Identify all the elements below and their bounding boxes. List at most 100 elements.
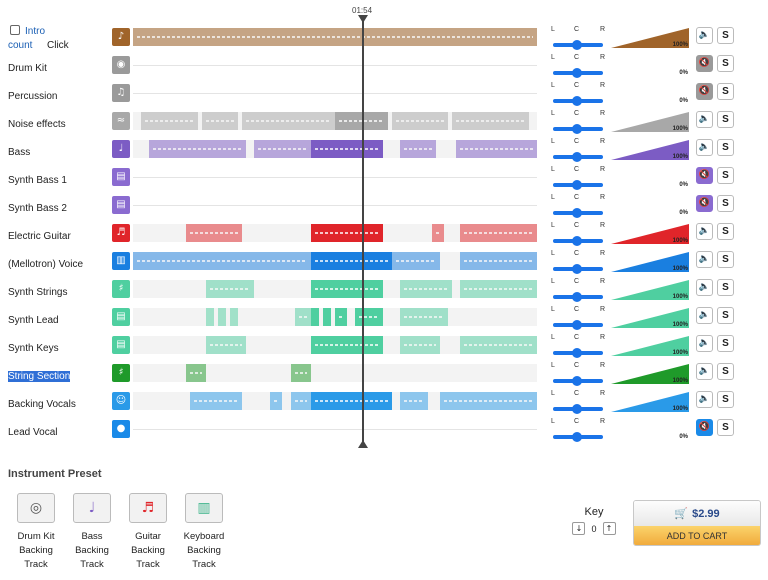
volume-control[interactable]: 100% bbox=[611, 308, 689, 328]
volume-control[interactable]: 100% bbox=[611, 364, 689, 384]
intro-count-checkbox[interactable] bbox=[10, 25, 20, 35]
pan-knob[interactable] bbox=[572, 68, 582, 78]
mute-button[interactable]: 🔈 bbox=[696, 363, 713, 380]
volume-control[interactable]: 100% bbox=[611, 224, 689, 244]
solo-button[interactable]: S bbox=[717, 55, 734, 72]
mute-button[interactable]: 🔈 bbox=[696, 111, 713, 128]
mute-button[interactable]: 🔇 bbox=[696, 55, 713, 72]
electric-guitar-icon[interactable]: ♬ bbox=[129, 493, 167, 523]
audio-region[interactable] bbox=[201, 112, 239, 130]
pan-knob[interactable] bbox=[572, 432, 582, 442]
track-lane[interactable] bbox=[133, 420, 537, 438]
audio-region[interactable] bbox=[322, 308, 331, 326]
audio-region[interactable] bbox=[149, 140, 247, 158]
solo-button[interactable]: S bbox=[717, 83, 734, 100]
track-lane[interactable] bbox=[133, 392, 537, 410]
audio-region[interactable] bbox=[270, 392, 283, 410]
volume-control[interactable]: 0% bbox=[611, 56, 689, 76]
volume-control[interactable]: 100% bbox=[611, 336, 689, 356]
volume-control[interactable]: 0% bbox=[611, 84, 689, 104]
audio-region[interactable] bbox=[460, 336, 537, 354]
pan-knob[interactable] bbox=[572, 376, 582, 386]
solo-button[interactable]: S bbox=[717, 307, 734, 324]
pan-knob[interactable] bbox=[572, 208, 582, 218]
audio-region[interactable] bbox=[254, 140, 311, 158]
audio-region[interactable] bbox=[399, 280, 453, 298]
track-lane[interactable] bbox=[133, 196, 537, 214]
audio-region[interactable] bbox=[399, 140, 436, 158]
track-lane[interactable] bbox=[133, 308, 537, 326]
pan-knob[interactable] bbox=[572, 180, 582, 190]
audio-region[interactable] bbox=[431, 224, 445, 242]
audio-region[interactable] bbox=[355, 308, 384, 326]
audio-region[interactable] bbox=[335, 112, 388, 130]
audio-region[interactable] bbox=[460, 252, 537, 270]
audio-region[interactable] bbox=[310, 392, 392, 410]
volume-control[interactable]: 100% bbox=[611, 280, 689, 300]
solo-button[interactable]: S bbox=[717, 335, 734, 352]
drum-kit-icon[interactable]: ◎ bbox=[17, 493, 55, 523]
pan-knob[interactable] bbox=[572, 348, 582, 358]
audio-region[interactable] bbox=[399, 336, 441, 354]
mute-button[interactable]: 🔈 bbox=[696, 391, 713, 408]
pan-knob[interactable] bbox=[572, 292, 582, 302]
audio-region[interactable] bbox=[399, 392, 428, 410]
audio-region[interactable] bbox=[205, 280, 255, 298]
volume-control[interactable]: 0% bbox=[611, 196, 689, 216]
audio-region[interactable] bbox=[310, 140, 384, 158]
track-lane[interactable] bbox=[133, 168, 537, 186]
solo-button[interactable]: S bbox=[717, 27, 734, 44]
audio-region[interactable] bbox=[242, 112, 335, 130]
audio-region[interactable] bbox=[310, 336, 384, 354]
audio-region[interactable] bbox=[310, 308, 319, 326]
audio-region[interactable] bbox=[456, 140, 537, 158]
volume-control[interactable]: 100% bbox=[611, 392, 689, 412]
track-lane[interactable] bbox=[133, 364, 537, 382]
pan-knob[interactable] bbox=[572, 40, 582, 50]
solo-button[interactable]: S bbox=[717, 195, 734, 212]
pan-knob[interactable] bbox=[572, 404, 582, 414]
solo-button[interactable]: S bbox=[717, 419, 734, 436]
audio-region[interactable] bbox=[189, 392, 243, 410]
track-lane[interactable] bbox=[133, 112, 537, 130]
audio-region[interactable] bbox=[185, 224, 243, 242]
track-lane[interactable] bbox=[133, 280, 537, 298]
pan-knob[interactable] bbox=[572, 264, 582, 274]
audio-region[interactable] bbox=[205, 336, 247, 354]
track-lane[interactable] bbox=[133, 224, 537, 242]
audio-region[interactable] bbox=[205, 308, 214, 326]
solo-button[interactable]: S bbox=[717, 279, 734, 296]
volume-control[interactable]: 100% bbox=[611, 252, 689, 272]
audio-region[interactable] bbox=[141, 112, 198, 130]
audio-region[interactable] bbox=[310, 280, 384, 298]
bass-guitar-icon[interactable]: ♩ bbox=[73, 493, 111, 523]
keyboard-icon[interactable]: ▥ bbox=[185, 493, 223, 523]
mute-button[interactable]: 🔈 bbox=[696, 335, 713, 352]
mute-button[interactable]: 🔇 bbox=[696, 195, 713, 212]
track-lane[interactable] bbox=[133, 84, 537, 102]
audio-region[interactable] bbox=[217, 308, 226, 326]
preset-keyboard[interactable]: ▥ Keyboard Backing Track bbox=[176, 493, 232, 572]
track-lane[interactable] bbox=[133, 252, 537, 270]
solo-button[interactable]: S bbox=[717, 167, 734, 184]
volume-control[interactable]: 100% bbox=[611, 28, 689, 48]
mute-button[interactable]: 🔇 bbox=[696, 83, 713, 100]
preset-electric-guitar[interactable]: ♬ Guitar Backing Track bbox=[120, 493, 176, 572]
mute-button[interactable]: 🔈 bbox=[696, 139, 713, 156]
audio-region[interactable] bbox=[460, 224, 537, 242]
pan-knob[interactable] bbox=[572, 124, 582, 134]
track-lane[interactable] bbox=[133, 28, 537, 46]
audio-region[interactable] bbox=[391, 252, 441, 270]
mute-button[interactable]: 🔈 bbox=[696, 251, 713, 268]
audio-region[interactable] bbox=[310, 252, 392, 270]
playhead[interactable] bbox=[362, 17, 364, 445]
key-up-button[interactable]: ↑ bbox=[602, 522, 616, 535]
